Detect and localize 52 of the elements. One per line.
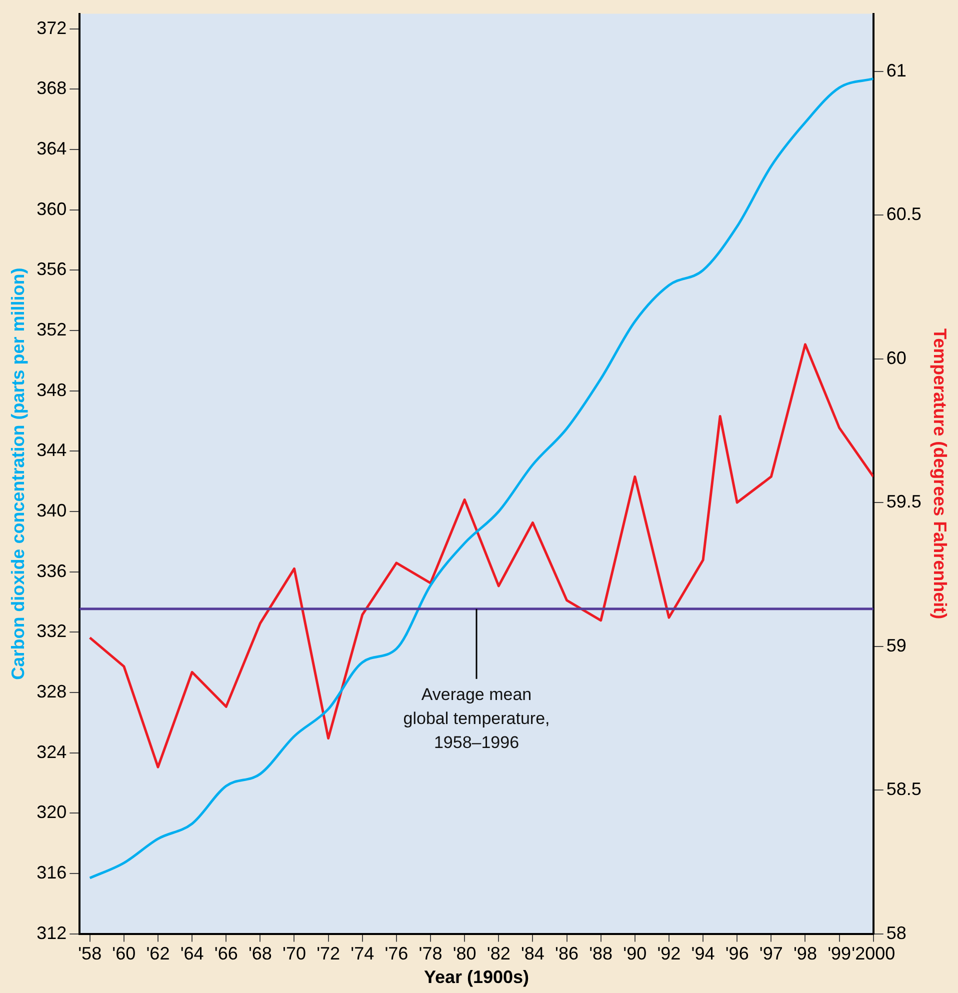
y-tick-label: 316 bbox=[36, 862, 67, 882]
x-tick-label: '78 bbox=[418, 944, 442, 964]
x-tick-label: '96 bbox=[725, 944, 749, 964]
x-tick-label: '60 bbox=[112, 944, 136, 964]
x-tick-label: '84 bbox=[520, 944, 544, 964]
x-tick-label: '90 bbox=[623, 944, 647, 964]
x-axis-title: Year (1900s) bbox=[424, 967, 530, 988]
x-tick-label: '92 bbox=[657, 944, 681, 964]
x-tick-label: '64 bbox=[180, 944, 204, 964]
x-tick-label: '62 bbox=[146, 944, 170, 964]
y2-tick-label: 58.5 bbox=[886, 779, 922, 800]
y2-tick-label: 61 bbox=[886, 60, 906, 80]
y-tick-label: 372 bbox=[36, 18, 67, 38]
y-tick-label: 364 bbox=[36, 138, 67, 159]
y-tick-label: 352 bbox=[36, 319, 67, 340]
y2-tick-label: 58 bbox=[886, 922, 906, 943]
y-tick-label: 312 bbox=[36, 922, 67, 943]
x-tick-label: '68 bbox=[248, 944, 272, 964]
ref-line-label: Average mean global temperature, 1958–1996 bbox=[403, 685, 550, 752]
x-tick-label: '74 bbox=[350, 944, 374, 964]
y-tick-label: 336 bbox=[36, 560, 67, 581]
x-tick-label: '86 bbox=[555, 944, 579, 964]
x-tick-label: '88 bbox=[589, 944, 613, 964]
y2-tick-label: 60.5 bbox=[886, 204, 922, 224]
y-axis-title: Carbon dioxide concentration (parts per million) bbox=[8, 268, 28, 680]
x-tick-label: '97 bbox=[759, 944, 783, 964]
x-tick-label: '76 bbox=[384, 944, 408, 964]
x-tick-label: '82 bbox=[486, 944, 510, 964]
line-series bbox=[88, 77, 874, 880]
y2-axis-title: Temperature (degrees Fahrenheit) bbox=[930, 328, 950, 620]
y-tick-label: 368 bbox=[36, 78, 67, 98]
x-tick-label: '70 bbox=[282, 944, 306, 964]
y-tick-label: 324 bbox=[36, 742, 67, 762]
x-tick-label: '99 bbox=[828, 944, 852, 964]
x-tick-label: '80 bbox=[452, 944, 476, 964]
y-tick-label: 332 bbox=[36, 621, 67, 642]
y-tick-label: 348 bbox=[36, 380, 67, 400]
x-tick-label: '66 bbox=[214, 944, 238, 964]
y2-tick-label: 59.5 bbox=[886, 492, 922, 512]
y-tick-label: 344 bbox=[36, 440, 67, 460]
x-tick-label: '72 bbox=[316, 944, 340, 964]
y2-tick-label: 60 bbox=[886, 348, 906, 368]
y-tick-label: 320 bbox=[36, 802, 67, 822]
x-tick-label: '98 bbox=[794, 944, 817, 964]
y-tick-label: 328 bbox=[36, 681, 67, 702]
x-tick-label: '58 bbox=[78, 944, 102, 964]
y-tick-label: 360 bbox=[36, 198, 67, 219]
x-tick-label: '2000 bbox=[852, 944, 896, 964]
y2-tick-label: 59 bbox=[886, 635, 906, 656]
x-tick-label: '94 bbox=[691, 944, 715, 964]
y-tick-label: 340 bbox=[36, 500, 67, 520]
y-tick-label: 356 bbox=[36, 259, 67, 280]
